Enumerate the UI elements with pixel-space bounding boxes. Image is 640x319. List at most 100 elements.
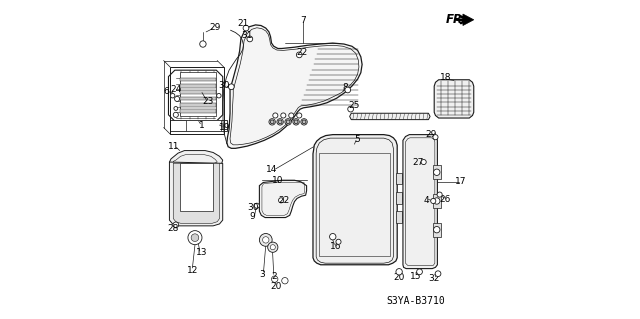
Circle shape: [259, 234, 272, 246]
Circle shape: [297, 113, 302, 118]
Text: 19: 19: [218, 123, 230, 132]
Text: 27: 27: [413, 158, 424, 167]
Circle shape: [271, 276, 278, 282]
Circle shape: [301, 119, 307, 125]
Text: 32: 32: [429, 274, 440, 283]
Circle shape: [285, 119, 291, 125]
Polygon shape: [180, 97, 216, 100]
Circle shape: [174, 107, 178, 110]
Circle shape: [243, 25, 249, 31]
Circle shape: [200, 41, 206, 47]
Text: 29: 29: [209, 23, 220, 32]
Polygon shape: [170, 151, 223, 167]
Circle shape: [296, 52, 302, 58]
Circle shape: [433, 198, 440, 204]
Text: FR.: FR.: [445, 13, 467, 26]
Text: 29: 29: [426, 130, 436, 139]
Text: 6: 6: [163, 87, 169, 96]
Text: 22: 22: [297, 48, 308, 57]
Circle shape: [417, 269, 422, 275]
Circle shape: [345, 87, 351, 93]
Text: 30: 30: [247, 204, 259, 212]
Polygon shape: [227, 25, 362, 148]
Text: 20: 20: [393, 273, 404, 282]
Polygon shape: [180, 72, 216, 116]
Polygon shape: [313, 135, 397, 265]
Polygon shape: [396, 211, 403, 223]
Circle shape: [421, 160, 426, 165]
Text: 8: 8: [342, 83, 348, 92]
Polygon shape: [433, 165, 440, 179]
Text: 28: 28: [167, 224, 179, 233]
Circle shape: [293, 119, 300, 125]
Text: 23: 23: [202, 97, 213, 106]
Circle shape: [302, 120, 306, 124]
Text: 2: 2: [271, 272, 277, 281]
Text: 16: 16: [330, 242, 341, 251]
Circle shape: [433, 169, 440, 175]
Circle shape: [269, 119, 275, 125]
Circle shape: [273, 113, 278, 118]
Polygon shape: [433, 223, 440, 237]
Circle shape: [294, 120, 298, 124]
Circle shape: [173, 112, 179, 117]
Circle shape: [277, 119, 284, 125]
Polygon shape: [396, 173, 403, 184]
Circle shape: [268, 242, 278, 252]
Polygon shape: [180, 78, 216, 81]
Circle shape: [270, 245, 275, 250]
Polygon shape: [434, 80, 474, 118]
Circle shape: [289, 113, 294, 118]
Text: 25: 25: [349, 101, 360, 110]
Circle shape: [437, 192, 442, 197]
Polygon shape: [186, 120, 221, 131]
Text: 4: 4: [424, 196, 429, 204]
Text: 10: 10: [272, 176, 284, 185]
Circle shape: [396, 269, 403, 275]
Polygon shape: [170, 120, 227, 131]
Text: 5: 5: [355, 135, 360, 144]
Circle shape: [175, 96, 180, 101]
Text: 22: 22: [278, 197, 290, 205]
Polygon shape: [173, 163, 220, 223]
Text: 11: 11: [168, 142, 180, 151]
Circle shape: [217, 93, 221, 98]
Text: 13: 13: [196, 248, 208, 257]
Circle shape: [228, 84, 234, 90]
Text: 30: 30: [218, 81, 230, 90]
Text: 20: 20: [270, 282, 282, 291]
Text: 26: 26: [440, 195, 451, 204]
Text: 31: 31: [241, 31, 252, 40]
Text: 7: 7: [300, 16, 306, 25]
Polygon shape: [349, 113, 430, 120]
Circle shape: [188, 231, 202, 245]
Circle shape: [270, 120, 274, 124]
Circle shape: [433, 226, 440, 233]
Circle shape: [431, 198, 436, 204]
Text: 12: 12: [187, 266, 198, 275]
Circle shape: [191, 234, 199, 241]
Circle shape: [254, 203, 259, 208]
Circle shape: [433, 135, 438, 140]
Polygon shape: [180, 163, 213, 211]
Polygon shape: [463, 14, 474, 26]
Polygon shape: [168, 70, 223, 121]
Circle shape: [348, 106, 353, 112]
Text: 14: 14: [266, 165, 277, 174]
Text: 1: 1: [199, 121, 205, 130]
Circle shape: [173, 222, 179, 228]
Polygon shape: [180, 84, 216, 88]
Polygon shape: [259, 180, 307, 218]
Polygon shape: [180, 109, 216, 113]
Polygon shape: [180, 103, 216, 107]
Circle shape: [281, 113, 286, 118]
Circle shape: [278, 198, 284, 203]
Polygon shape: [403, 135, 437, 269]
Text: 17: 17: [454, 177, 466, 186]
Text: 21: 21: [237, 19, 248, 28]
Circle shape: [330, 234, 336, 240]
Text: S3YA-B3710: S3YA-B3710: [387, 296, 445, 307]
Circle shape: [282, 278, 288, 284]
Polygon shape: [170, 162, 223, 226]
Text: 15: 15: [410, 272, 422, 281]
